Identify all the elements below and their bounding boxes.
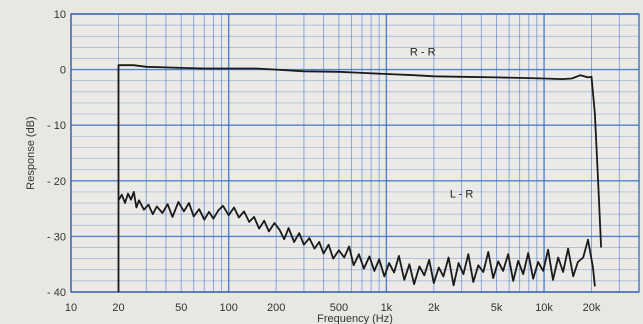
x-tick-label: 500 — [330, 302, 348, 314]
x-tick-label: 5k — [491, 302, 503, 314]
x-tick-label: 1k — [381, 302, 393, 314]
y-axis-label: Response (dB) — [25, 116, 37, 189]
y-tick-label: - 20 — [47, 176, 66, 188]
series-layer: R - R L - R — [117, 47, 602, 292]
x-tick-label: 50 — [175, 302, 187, 314]
x-tick-label: 10k — [535, 302, 553, 314]
plot-area — [71, 14, 639, 292]
y-tick-label: 0 — [60, 65, 66, 77]
series-label-r-r: R - R — [410, 47, 436, 59]
x-tick-label: 200 — [267, 302, 285, 314]
series-line-r-r — [117, 64, 602, 292]
x-axis-label: Frequency (Hz) — [317, 313, 393, 324]
grid-lines — [70, 13, 640, 293]
x-tick-label: 20 — [112, 302, 124, 314]
y-tick-label: - 40 — [47, 287, 66, 299]
x-tick-label: 10 — [65, 302, 77, 314]
y-tick-label: 10 — [54, 9, 66, 21]
y-tick-label: - 30 — [47, 231, 66, 243]
series-line-l-r — [117, 190, 596, 287]
x-tick-label: 2k — [428, 302, 440, 314]
plot-frame — [70, 13, 640, 293]
x-tick-label: 20k — [583, 302, 601, 314]
x-tick-label: 100 — [220, 302, 238, 314]
y-tick-label: - 10 — [47, 120, 66, 132]
series-label-l-r: L - R — [450, 188, 473, 200]
